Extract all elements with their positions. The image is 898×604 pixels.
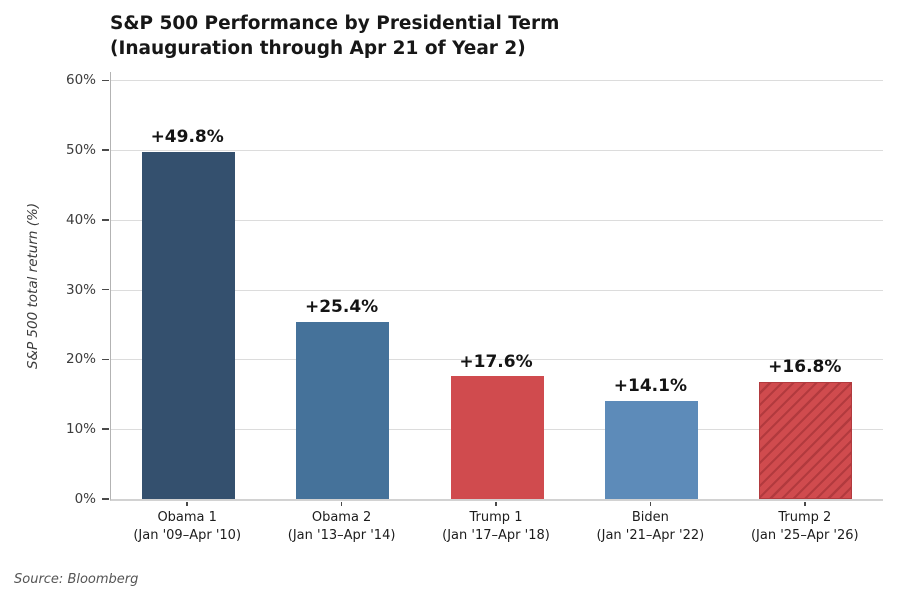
x-tick-label-period: (Jan '21–Apr '22): [596, 528, 705, 544]
x-tick-label-name: Obama 2: [311, 510, 372, 525]
x-tick-label: Trump 1 (Jan '17–Apr '18): [408, 509, 584, 545]
x-tick-mark: [804, 501, 806, 506]
bar-obama-2: [296, 321, 390, 499]
x-tick-label-name: Trump 2: [778, 510, 832, 525]
y-tick-mark: [101, 358, 109, 361]
bar-value-label: +16.8%: [768, 357, 842, 378]
x-tick-mark: [649, 501, 652, 506]
x-tick-label-name: Biden: [631, 510, 669, 525]
y-tick-label: 40%: [65, 211, 96, 228]
y-tick-label: 50%: [65, 142, 96, 159]
x-tick-label-name: Trump 1: [469, 510, 523, 525]
bar-biden: [604, 400, 698, 499]
x-tick-label: Obama 1 (Jan '09–Apr '10): [99, 509, 275, 545]
chart-title: S&P 500 Performance by Presidential Term…: [110, 12, 559, 62]
chart-title-line2: (Inauguration through Apr 21 of Year 2): [110, 37, 526, 59]
y-tick-label: 30%: [65, 281, 96, 298]
bar-value-label: +14.1%: [613, 376, 687, 397]
x-tick-label-period: (Jan '25–Apr '26): [750, 528, 859, 544]
gridline-20%: [111, 359, 883, 361]
y-tick-label: 0%: [74, 491, 96, 507]
y-tick-mark: [101, 498, 109, 500]
plot-area: [110, 72, 883, 501]
x-tick-label-name: Obama 1: [157, 510, 217, 525]
x-tick-mark: [186, 501, 188, 506]
x-tick-mark: [340, 501, 343, 506]
y-tick-mark: [101, 288, 109, 291]
y-tick-mark: [101, 149, 109, 151]
x-tick-mark: [495, 501, 497, 506]
y-tick-mark: [101, 428, 109, 431]
bar-value-label: +49.8%: [150, 127, 224, 148]
bar-value-label: +25.4%: [304, 297, 379, 318]
x-tick-label: Obama 2 (Jan '13–Apr '14): [254, 509, 430, 545]
bar-trump-1: [450, 376, 544, 499]
gridline-40%: [111, 219, 883, 221]
gridline-50%: [111, 150, 883, 152]
x-tick-label-period: (Jan '09–Apr '10): [133, 528, 242, 544]
bar-trump-2: [759, 381, 853, 499]
bar-value-label: +17.6%: [459, 351, 533, 372]
bar-obama-1: [141, 151, 235, 499]
source-note: Source: Bloomberg: [14, 572, 139, 587]
y-tick-label: 60%: [65, 72, 96, 89]
x-tick-label-period: (Jan '17–Apr '18): [442, 528, 550, 544]
x-tick-label: Trump 2 (Jan '25–Apr '26): [717, 509, 893, 545]
y-tick-mark: [101, 219, 109, 221]
y-tick-mark: [101, 79, 109, 82]
gridline-60%: [111, 80, 883, 82]
chart-title-line1: S&P 500 Performance by Presidential Term: [110, 13, 560, 34]
gridline-30%: [111, 289, 883, 291]
x-tick-label-period: (Jan '13–Apr '14): [287, 528, 396, 544]
y-tick-label: 20%: [65, 351, 96, 368]
y-tick-label: 10%: [65, 421, 96, 438]
x-tick-label: Biden (Jan '21–Apr '22): [562, 509, 738, 545]
